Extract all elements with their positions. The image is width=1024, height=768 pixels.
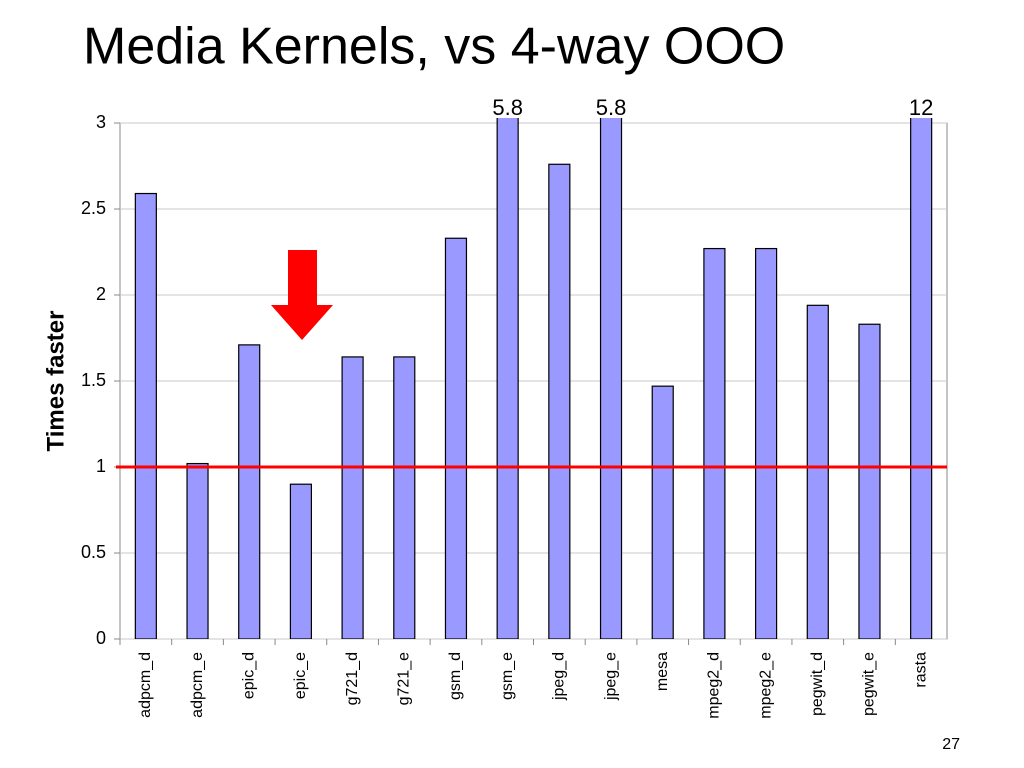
x-tick-label: g721_e	[396, 652, 413, 705]
bar	[806, 304, 829, 639]
y-tick-label: 2	[96, 284, 106, 304]
bar	[444, 237, 468, 639]
x-tick-label: mpeg2_d	[706, 652, 723, 719]
x-tick-label: mpeg2_e	[757, 652, 774, 719]
bar	[134, 192, 157, 639]
bar	[289, 483, 313, 639]
x-tick-label: rasta	[912, 652, 929, 688]
bar	[703, 247, 726, 639]
x-tick-label: adpcm_d	[137, 652, 154, 718]
y-tick-label: 0.5	[81, 542, 106, 562]
chart-title: Media Kernels, vs 4-way OOO	[83, 18, 785, 76]
bar	[496, 118, 519, 639]
x-tick-label: epic_e	[292, 652, 309, 699]
x-tick-label: gsm_e	[499, 652, 516, 700]
x-tick-label: mesa	[654, 652, 671, 691]
bar	[754, 247, 778, 639]
x-tick-label: jpeg_e	[602, 652, 619, 701]
value-label: 12	[909, 95, 933, 120]
value-label: 5.8	[596, 95, 627, 120]
bar	[548, 163, 571, 639]
x-tick-label: gsm_d	[447, 652, 464, 700]
x-tick-label: g721_d	[344, 652, 361, 705]
bar	[599, 118, 623, 639]
bar	[858, 323, 881, 639]
arrow	[271, 250, 333, 340]
value-label: 5.8	[492, 95, 523, 120]
x-tick-label: adpcm_e	[189, 652, 206, 718]
bar	[393, 356, 416, 639]
bar	[651, 385, 674, 639]
bar	[186, 462, 209, 639]
y-axis-label: Times faster	[42, 311, 69, 452]
bar	[238, 344, 261, 639]
x-tick-label: pegwit_d	[809, 652, 826, 716]
y-tick-label: 1	[96, 456, 106, 476]
x-tick-label: epic_d	[240, 652, 257, 699]
bars	[134, 118, 933, 639]
y-tick-label: 2.5	[81, 198, 106, 218]
y-tick-label: 1.5	[81, 370, 106, 390]
x-tick-label: jpeg_d	[551, 652, 568, 701]
bar	[910, 118, 933, 639]
x-tick-label: pegwit_e	[861, 652, 878, 716]
y-tick-label: 0	[96, 628, 106, 648]
page-number: 27	[942, 736, 960, 753]
bar	[341, 356, 364, 639]
y-tick-label: 3	[96, 112, 106, 132]
